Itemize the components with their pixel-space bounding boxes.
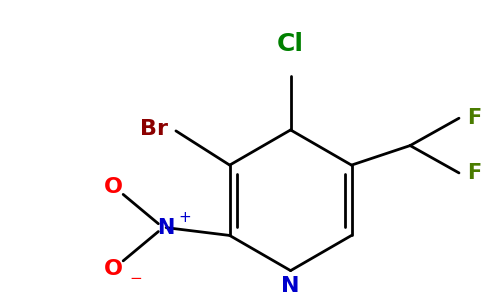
Text: +: + — [178, 210, 191, 225]
Text: O: O — [104, 177, 123, 196]
Text: F: F — [467, 163, 481, 183]
Text: F: F — [467, 108, 481, 128]
Text: −: − — [129, 271, 142, 286]
Text: Cl: Cl — [277, 32, 304, 56]
Text: Br: Br — [140, 119, 168, 139]
Text: N: N — [157, 218, 175, 238]
Text: N: N — [281, 277, 300, 296]
Text: O: O — [104, 259, 123, 279]
